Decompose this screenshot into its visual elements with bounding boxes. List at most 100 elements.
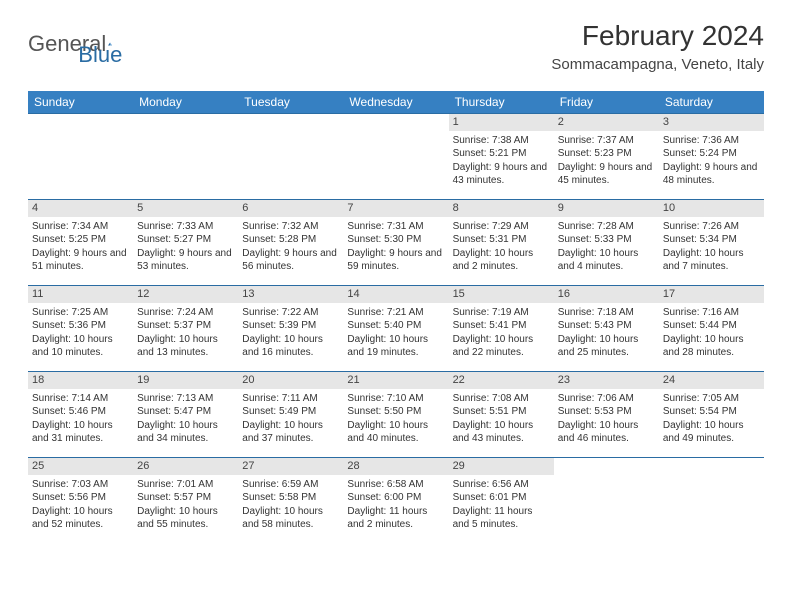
day-info: Sunrise: 7:37 AMSunset: 5:23 PMDaylight:…	[558, 134, 655, 188]
day-number: 28	[343, 458, 448, 475]
calendar-thead: SundayMondayTuesdayWednesdayThursdayFrid…	[28, 91, 764, 114]
calendar-day-cell: 8Sunrise: 7:29 AMSunset: 5:31 PMDaylight…	[449, 200, 554, 286]
weekday-header: Sunday	[28, 91, 133, 114]
day-number: 24	[659, 372, 764, 389]
day-info: Sunrise: 6:56 AMSunset: 6:01 PMDaylight:…	[453, 478, 550, 532]
day-number: 19	[133, 372, 238, 389]
weekday-header: Monday	[133, 91, 238, 114]
day-info: Sunrise: 7:33 AMSunset: 5:27 PMDaylight:…	[137, 220, 234, 274]
calendar-day-cell: 11Sunrise: 7:25 AMSunset: 5:36 PMDayligh…	[28, 286, 133, 372]
calendar-day-cell: 16Sunrise: 7:18 AMSunset: 5:43 PMDayligh…	[554, 286, 659, 372]
day-number: 15	[449, 286, 554, 303]
calendar-week-row: 18 Sunrise: 7:14 AMSunset: 5:46 PMDayligh…	[28, 372, 764, 458]
weekday-header: Thursday	[449, 91, 554, 114]
day-info: Sunrise: 7:06 AMSunset: 5:53 PMDaylight:…	[558, 392, 655, 446]
day-number: 21	[343, 372, 448, 389]
day-number: 18	[28, 372, 133, 389]
weekday-header: Tuesday	[238, 91, 343, 114]
day-info: Sunrise: 6:58 AMSunset: 6:00 PMDaylight:…	[347, 478, 444, 532]
logo-text-blue: Blue	[78, 42, 122, 68]
day-number: 10	[659, 200, 764, 217]
calendar-day-cell: 24 Sunrise: 7:05 AMSunset: 5:54 PMDayligh…	[659, 372, 764, 458]
day-info: Sunrise: 7:19 AMSunset: 5:41 PMDaylight:…	[453, 306, 550, 360]
calendar-day-cell: 13Sunrise: 7:22 AMSunset: 5:39 PMDayligh…	[238, 286, 343, 372]
calendar-day-cell: 3 Sunrise: 7:36 AMSunset: 5:24 PMDaylight…	[659, 114, 764, 200]
calendar-empty-cell: .	[343, 114, 448, 200]
day-number: 14	[343, 286, 448, 303]
weekday-header: Wednesday	[343, 91, 448, 114]
day-info: Sunrise: 7:13 AMSunset: 5:47 PMDaylight:…	[137, 392, 234, 446]
day-info: Sunrise: 6:59 AMSunset: 5:58 PMDaylight:…	[242, 478, 339, 532]
day-number: 23	[554, 372, 659, 389]
calendar-day-cell: 19 Sunrise: 7:13 AMSunset: 5:47 PMDayligh…	[133, 372, 238, 458]
calendar-day-cell: 27 Sunrise: 6:59 AMSunset: 5:58 PMDayligh…	[238, 458, 343, 544]
calendar-week-row: 25 Sunrise: 7:03 AMSunset: 5:56 PMDayligh…	[28, 458, 764, 544]
day-info: Sunrise: 7:01 AMSunset: 5:57 PMDaylight:…	[137, 478, 234, 532]
calendar-day-cell: 23 Sunrise: 7:06 AMSunset: 5:53 PMDayligh…	[554, 372, 659, 458]
day-number: 11	[28, 286, 133, 303]
month-title: February 2024	[551, 20, 764, 52]
day-number: 22	[449, 372, 554, 389]
calendar-week-row: 11Sunrise: 7:25 AMSunset: 5:36 PMDayligh…	[28, 286, 764, 372]
day-number: 17	[659, 286, 764, 303]
day-info: Sunrise: 7:10 AMSunset: 5:50 PMDaylight:…	[347, 392, 444, 446]
day-info: Sunrise: 7:32 AMSunset: 5:28 PMDaylight:…	[242, 220, 339, 274]
calendar-day-cell: 12 Sunrise: 7:24 AMSunset: 5:37 PMDayligh…	[133, 286, 238, 372]
calendar-day-cell: 28 Sunrise: 6:58 AMSunset: 6:00 PMDayligh…	[343, 458, 448, 544]
weekday-header: Friday	[554, 91, 659, 114]
day-number: 3	[659, 114, 764, 131]
day-number: 9	[554, 200, 659, 217]
day-number: 20	[238, 372, 343, 389]
day-number: 12	[133, 286, 238, 303]
header: General Blue February 2024 Sommacampagna…	[28, 20, 764, 73]
calendar-day-cell: 22Sunrise: 7:08 AMSunset: 5:51 PMDayligh…	[449, 372, 554, 458]
calendar-empty-cell: .	[133, 114, 238, 200]
day-number: 5	[133, 200, 238, 217]
day-info: Sunrise: 7:22 AMSunset: 5:39 PMDaylight:…	[242, 306, 339, 360]
day-info: Sunrise: 7:14 AMSunset: 5:46 PMDaylight:…	[32, 392, 129, 446]
calendar-empty-cell: .	[238, 114, 343, 200]
calendar-day-cell: 5 Sunrise: 7:33 AMSunset: 5:27 PMDaylight…	[133, 200, 238, 286]
day-info: Sunrise: 7:36 AMSunset: 5:24 PMDaylight:…	[663, 134, 760, 188]
calendar-body: ....1Sunrise: 7:38 AMSunset: 5:21 PMDayl…	[28, 114, 764, 544]
calendar-day-cell: 25 Sunrise: 7:03 AMSunset: 5:56 PMDayligh…	[28, 458, 133, 544]
location-subtitle: Sommacampagna, Veneto, Italy	[551, 56, 764, 73]
calendar-day-cell: 10 Sunrise: 7:26 AMSunset: 5:34 PMDayligh…	[659, 200, 764, 286]
calendar-day-cell: 15 Sunrise: 7:19 AMSunset: 5:41 PMDayligh…	[449, 286, 554, 372]
calendar-day-cell: 1 Sunrise: 7:38 AMSunset: 5:21 PMDaylight…	[449, 114, 554, 200]
calendar-day-cell: 29 Sunrise: 6:56 AMSunset: 6:01 PMDayligh…	[449, 458, 554, 544]
day-info: Sunrise: 7:26 AMSunset: 5:34 PMDaylight:…	[663, 220, 760, 274]
day-number: 2	[554, 114, 659, 131]
calendar-day-cell: 20 Sunrise: 7:11 AMSunset: 5:49 PMDayligh…	[238, 372, 343, 458]
calendar-day-cell: 7Sunrise: 7:31 AMSunset: 5:30 PMDaylight…	[343, 200, 448, 286]
calendar-empty-cell: .	[659, 458, 764, 544]
calendar-empty-cell: .	[28, 114, 133, 200]
day-number: 6	[238, 200, 343, 217]
day-info: Sunrise: 7:03 AMSunset: 5:56 PMDaylight:…	[32, 478, 129, 532]
day-info: Sunrise: 7:24 AMSunset: 5:37 PMDaylight:…	[137, 306, 234, 360]
day-info: Sunrise: 7:38 AMSunset: 5:21 PMDaylight:…	[453, 134, 550, 188]
calendar-day-cell: 2 Sunrise: 7:37 AMSunset: 5:23 PMDaylight…	[554, 114, 659, 200]
day-number: 26	[133, 458, 238, 475]
day-number: 8	[449, 200, 554, 217]
day-info: Sunrise: 7:16 AMSunset: 5:44 PMDaylight:…	[663, 306, 760, 360]
weekday-header: Saturday	[659, 91, 764, 114]
calendar-day-cell: 14 Sunrise: 7:21 AMSunset: 5:40 PMDayligh…	[343, 286, 448, 372]
title-block: February 2024 Sommacampagna, Veneto, Ita…	[551, 20, 764, 73]
day-info: Sunrise: 7:31 AMSunset: 5:30 PMDaylight:…	[347, 220, 444, 274]
calendar-day-cell: 9 Sunrise: 7:28 AMSunset: 5:33 PMDaylight…	[554, 200, 659, 286]
day-number: 25	[28, 458, 133, 475]
day-info: Sunrise: 7:11 AMSunset: 5:49 PMDaylight:…	[242, 392, 339, 446]
day-number: 1	[449, 114, 554, 131]
calendar-day-cell: 4 Sunrise: 7:34 AMSunset: 5:25 PMDaylight…	[28, 200, 133, 286]
day-number: 16	[554, 286, 659, 303]
day-info: Sunrise: 7:05 AMSunset: 5:54 PMDaylight:…	[663, 392, 760, 446]
day-number: 27	[238, 458, 343, 475]
day-info: Sunrise: 7:28 AMSunset: 5:33 PMDaylight:…	[558, 220, 655, 274]
weekday-row: SundayMondayTuesdayWednesdayThursdayFrid…	[28, 91, 764, 114]
day-info: Sunrise: 7:21 AMSunset: 5:40 PMDaylight:…	[347, 306, 444, 360]
day-info: Sunrise: 7:34 AMSunset: 5:25 PMDaylight:…	[32, 220, 129, 274]
day-number: 4	[28, 200, 133, 217]
day-number: 29	[449, 458, 554, 475]
calendar-week-row: ....1Sunrise: 7:38 AMSunset: 5:21 PMDayl…	[28, 114, 764, 200]
